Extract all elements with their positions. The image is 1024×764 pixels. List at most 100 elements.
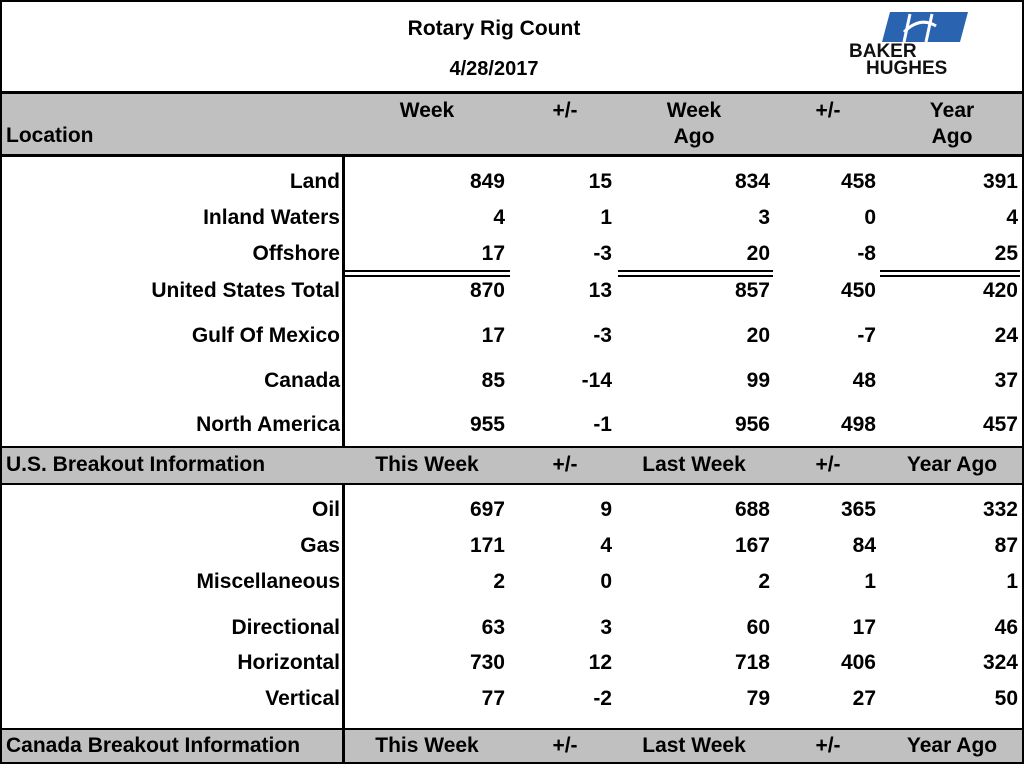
cell-value: 25 bbox=[994, 242, 1018, 265]
section-column: This Week bbox=[375, 453, 479, 476]
cell-value: 87 bbox=[994, 534, 1018, 557]
cell-value: 688 bbox=[734, 498, 770, 521]
logo-mark bbox=[882, 12, 968, 43]
cell-value: 20 bbox=[746, 242, 770, 265]
cell-value: -1 bbox=[593, 413, 612, 436]
rule bbox=[0, 446, 1024, 448]
cell-value: 1 bbox=[864, 570, 876, 593]
row-label: Oil bbox=[311, 498, 340, 521]
row-label: Land bbox=[289, 170, 340, 193]
cell-value: 50 bbox=[994, 687, 1018, 710]
section-column: Last Week bbox=[642, 453, 746, 476]
cell-value: 450 bbox=[840, 279, 876, 302]
cell-value: 956 bbox=[734, 413, 770, 436]
cell-value: 63 bbox=[481, 616, 505, 639]
cell-value: 17 bbox=[481, 324, 505, 347]
row-label: Offshore bbox=[252, 242, 340, 265]
rule bbox=[0, 91, 1024, 94]
cell-value: 870 bbox=[469, 279, 505, 302]
cell-value: 79 bbox=[746, 687, 770, 710]
section-band bbox=[0, 729, 1024, 764]
cell-value: 834 bbox=[734, 170, 770, 193]
cell-value: 3 bbox=[758, 206, 770, 229]
double-underline bbox=[618, 275, 773, 277]
cell-value: 391 bbox=[982, 170, 1018, 193]
cell-value: 4 bbox=[600, 534, 612, 557]
cell-value: 857 bbox=[734, 279, 770, 302]
cell-value: -8 bbox=[857, 242, 876, 265]
cell-value: 17 bbox=[481, 242, 505, 265]
cell-value: 0 bbox=[864, 206, 876, 229]
cell-value: 1 bbox=[600, 206, 612, 229]
cell-value: 3 bbox=[600, 616, 612, 639]
cell-value: 730 bbox=[469, 651, 505, 674]
cell-value: 955 bbox=[469, 413, 505, 436]
section-column: This Week bbox=[375, 734, 479, 757]
row-label: Canada bbox=[264, 369, 340, 392]
cell-value: 15 bbox=[588, 170, 612, 193]
cell-value: 77 bbox=[481, 687, 505, 710]
cell-value: -3 bbox=[593, 324, 612, 347]
row-label: Miscellaneous bbox=[196, 570, 340, 593]
date: 4/28/2017 bbox=[449, 58, 539, 80]
cell-value: 457 bbox=[982, 413, 1018, 436]
cell-value: 420 bbox=[982, 279, 1018, 302]
cell-value: 60 bbox=[746, 616, 770, 639]
section-title: U.S. Breakout Information bbox=[6, 453, 266, 476]
row-label: Inland Waters bbox=[203, 206, 340, 229]
double-underline bbox=[345, 270, 510, 272]
cell-value: 84 bbox=[852, 534, 876, 557]
section-column: +/- bbox=[815, 734, 841, 757]
cell-value: 697 bbox=[469, 498, 505, 521]
cell-value: 167 bbox=[734, 534, 770, 557]
logo-text: HUGHES bbox=[866, 58, 948, 79]
cell-value: 849 bbox=[469, 170, 505, 193]
logo-text: BAKER bbox=[849, 41, 917, 62]
cell-value: 13 bbox=[588, 279, 612, 302]
double-underline bbox=[880, 275, 1020, 277]
cell-value: 498 bbox=[840, 413, 876, 436]
cell-value: 20 bbox=[746, 324, 770, 347]
section-column: Year Ago bbox=[906, 734, 998, 757]
section-column: Year Ago bbox=[906, 453, 998, 476]
cell-value: 718 bbox=[734, 651, 770, 674]
cell-value: 171 bbox=[469, 534, 505, 557]
cell-value: 365 bbox=[840, 498, 876, 521]
cell-value: 406 bbox=[840, 651, 876, 674]
cell-value: 12 bbox=[588, 651, 612, 674]
double-underline bbox=[880, 270, 1020, 272]
section-title: Canada Breakout Information bbox=[6, 734, 301, 757]
cell-value: 9 bbox=[600, 498, 612, 521]
column-header: Week bbox=[399, 99, 455, 122]
cell-value: 27 bbox=[852, 687, 876, 710]
rule bbox=[0, 728, 1024, 730]
section-column: +/- bbox=[552, 453, 578, 476]
rule bbox=[0, 154, 1024, 157]
cell-value: 4 bbox=[493, 206, 505, 229]
column-header: Location bbox=[6, 124, 94, 147]
cell-value: -14 bbox=[581, 369, 612, 392]
cell-value: -7 bbox=[857, 324, 876, 347]
cell-value: 48 bbox=[852, 369, 876, 392]
section-column: +/- bbox=[552, 734, 578, 757]
column-header: Year Ago bbox=[929, 99, 975, 148]
cell-value: 46 bbox=[994, 616, 1018, 639]
row-label: Directional bbox=[231, 616, 340, 639]
row-label: Gulf Of Mexico bbox=[191, 324, 340, 347]
cell-value: 332 bbox=[982, 498, 1018, 521]
cell-value: 324 bbox=[982, 651, 1018, 674]
cell-value: 2 bbox=[493, 570, 505, 593]
header-band bbox=[0, 92, 1024, 156]
cell-value: 85 bbox=[481, 369, 505, 392]
section-column: Last Week bbox=[642, 734, 746, 757]
title: Rotary Rig Count bbox=[407, 17, 581, 40]
cell-value: 4 bbox=[1006, 206, 1018, 229]
rule bbox=[0, 483, 1024, 485]
cell-value: -3 bbox=[593, 242, 612, 265]
divider bbox=[342, 157, 345, 447]
column-header: Week Ago bbox=[666, 99, 722, 148]
cell-value: 0 bbox=[600, 570, 612, 593]
row-label: Horizontal bbox=[237, 651, 340, 674]
